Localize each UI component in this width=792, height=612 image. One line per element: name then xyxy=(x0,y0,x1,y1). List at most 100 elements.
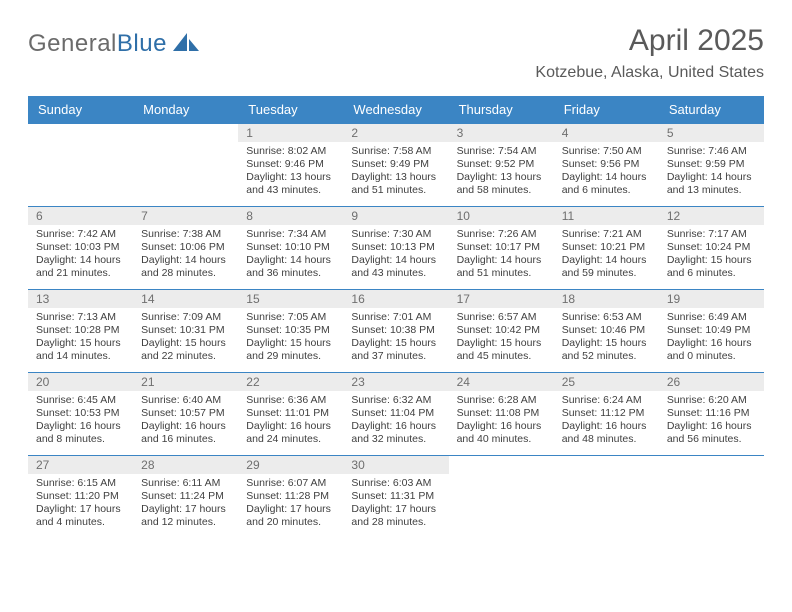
cell-line: Daylight: 14 hours xyxy=(36,254,125,267)
day-cell: 13Sunrise: 7:13 AMSunset: 10:28 PMDaylig… xyxy=(28,290,133,373)
cell-line: Sunset: 10:31 PM xyxy=(141,324,230,337)
day-number: 20 xyxy=(28,373,133,391)
day-cell: 30Sunrise: 6:03 AMSunset: 11:31 PMDaylig… xyxy=(343,456,448,539)
cell-line: Sunset: 10:42 PM xyxy=(457,324,546,337)
day-number: 14 xyxy=(133,290,238,308)
cell-line: and 58 minutes. xyxy=(457,184,546,197)
cell-line: Daylight: 13 hours xyxy=(246,171,335,184)
day-number: 15 xyxy=(238,290,343,308)
cell-line: Sunset: 10:03 PM xyxy=(36,241,125,254)
cell-line: and 21 minutes. xyxy=(36,267,125,280)
week-row: 1Sunrise: 8:02 AMSunset: 9:46 PMDaylight… xyxy=(28,124,764,207)
day-number: 1 xyxy=(238,124,343,142)
cell-line: Sunset: 11:01 PM xyxy=(246,407,335,420)
day-header: Wednesday xyxy=(343,96,448,124)
cell-line: Daylight: 15 hours xyxy=(351,337,440,350)
cell-line: Daylight: 15 hours xyxy=(246,337,335,350)
empty-cell xyxy=(28,124,133,207)
cell-line: Sunrise: 7:01 AM xyxy=(351,311,440,324)
cell-line: and 56 minutes. xyxy=(667,433,756,446)
cell-line: Sunset: 11:24 PM xyxy=(141,490,230,503)
day-header: Thursday xyxy=(449,96,554,124)
cell-line: Daylight: 17 hours xyxy=(141,503,230,516)
cell-line: Sunrise: 6:32 AM xyxy=(351,394,440,407)
page-title: April 2025 xyxy=(535,24,764,58)
cell-line: Sunset: 10:53 PM xyxy=(36,407,125,420)
cell-line: Sunset: 11:04 PM xyxy=(351,407,440,420)
day-cell: 9Sunrise: 7:30 AMSunset: 10:13 PMDayligh… xyxy=(343,207,448,290)
empty-cell xyxy=(133,124,238,207)
cell-line: Daylight: 16 hours xyxy=(246,420,335,433)
cell-line: Daylight: 14 hours xyxy=(667,171,756,184)
cell-line: Sunrise: 6:24 AM xyxy=(562,394,651,407)
day-number: 27 xyxy=(28,456,133,474)
cell-line: Sunset: 10:21 PM xyxy=(562,241,651,254)
cell-line: Sunset: 10:49 PM xyxy=(667,324,756,337)
day-number: 8 xyxy=(238,207,343,225)
cell-line: and 13 minutes. xyxy=(667,184,756,197)
day-cell: 8Sunrise: 7:34 AMSunset: 10:10 PMDayligh… xyxy=(238,207,343,290)
day-number: 24 xyxy=(449,373,554,391)
day-number: 22 xyxy=(238,373,343,391)
cell-line: Daylight: 14 hours xyxy=(246,254,335,267)
day-header: Saturday xyxy=(659,96,764,124)
cell-line: Daylight: 17 hours xyxy=(246,503,335,516)
cell-line: Sunset: 10:13 PM xyxy=(351,241,440,254)
cell-line: and 52 minutes. xyxy=(562,350,651,363)
cell-line: Sunrise: 7:09 AM xyxy=(141,311,230,324)
cell-line: and 45 minutes. xyxy=(457,350,546,363)
cell-line: Daylight: 15 hours xyxy=(562,337,651,350)
sail-icon xyxy=(173,33,199,58)
cell-line: and 6 minutes. xyxy=(562,184,651,197)
day-number: 13 xyxy=(28,290,133,308)
cell-line: Sunset: 9:56 PM xyxy=(562,158,651,171)
cell-line: Sunrise: 6:20 AM xyxy=(667,394,756,407)
cell-line: and 32 minutes. xyxy=(351,433,440,446)
cell-line: Sunrise: 7:21 AM xyxy=(562,228,651,241)
day-header: Friday xyxy=(554,96,659,124)
cell-line: and 29 minutes. xyxy=(246,350,335,363)
cell-line: and 20 minutes. xyxy=(246,516,335,529)
day-cell: 27Sunrise: 6:15 AMSunset: 11:20 PMDaylig… xyxy=(28,456,133,539)
cell-line: Daylight: 14 hours xyxy=(457,254,546,267)
cell-line: Daylight: 15 hours xyxy=(457,337,546,350)
day-number: 26 xyxy=(659,373,764,391)
day-number: 2 xyxy=(343,124,448,142)
week-row: 13Sunrise: 7:13 AMSunset: 10:28 PMDaylig… xyxy=(28,290,764,373)
cell-line: Daylight: 17 hours xyxy=(351,503,440,516)
day-cell: 21Sunrise: 6:40 AMSunset: 10:57 PMDaylig… xyxy=(133,373,238,456)
day-number: 29 xyxy=(238,456,343,474)
cell-line: and 37 minutes. xyxy=(351,350,440,363)
cell-line: Sunrise: 6:03 AM xyxy=(351,477,440,490)
day-cell: 25Sunrise: 6:24 AMSunset: 11:12 PMDaylig… xyxy=(554,373,659,456)
location-label: Kotzebue, Alaska, United States xyxy=(535,64,764,82)
brand-name-a: General xyxy=(28,30,117,57)
cell-line: Sunrise: 8:02 AM xyxy=(246,145,335,158)
cell-line: Sunset: 11:28 PM xyxy=(246,490,335,503)
day-cell: 5Sunrise: 7:46 AMSunset: 9:59 PMDaylight… xyxy=(659,124,764,207)
cell-line: Sunset: 10:57 PM xyxy=(141,407,230,420)
day-cell: 22Sunrise: 6:36 AMSunset: 11:01 PMDaylig… xyxy=(238,373,343,456)
cell-line: and 59 minutes. xyxy=(562,267,651,280)
cell-line: and 24 minutes. xyxy=(246,433,335,446)
cell-line: Sunset: 10:06 PM xyxy=(141,241,230,254)
cell-line: Sunrise: 6:40 AM xyxy=(141,394,230,407)
cell-line: Daylight: 16 hours xyxy=(457,420,546,433)
cell-line: Sunset: 11:31 PM xyxy=(351,490,440,503)
day-cell: 29Sunrise: 6:07 AMSunset: 11:28 PMDaylig… xyxy=(238,456,343,539)
day-number: 28 xyxy=(133,456,238,474)
day-number: 7 xyxy=(133,207,238,225)
calendar-table: SundayMondayTuesdayWednesdayThursdayFrid… xyxy=(28,96,764,538)
brand-name: GeneralBlue xyxy=(28,30,167,58)
cell-line: Sunset: 10:35 PM xyxy=(246,324,335,337)
day-number: 16 xyxy=(343,290,448,308)
cell-line: and 40 minutes. xyxy=(457,433,546,446)
cell-line: Sunrise: 6:57 AM xyxy=(457,311,546,324)
day-cell: 17Sunrise: 6:57 AMSunset: 10:42 PMDaylig… xyxy=(449,290,554,373)
day-header: Tuesday xyxy=(238,96,343,124)
cell-line: Daylight: 13 hours xyxy=(351,171,440,184)
day-cell: 19Sunrise: 6:49 AMSunset: 10:49 PMDaylig… xyxy=(659,290,764,373)
day-cell: 14Sunrise: 7:09 AMSunset: 10:31 PMDaylig… xyxy=(133,290,238,373)
top-bar: GeneralBlue April 2025 Kotzebue, Alaska,… xyxy=(28,24,764,82)
cell-line: Sunrise: 7:13 AM xyxy=(36,311,125,324)
